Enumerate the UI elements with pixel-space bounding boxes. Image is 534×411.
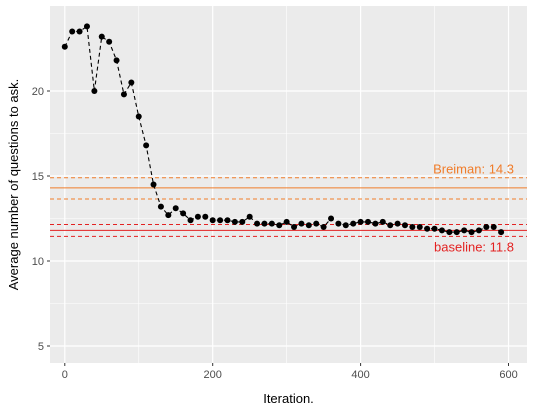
data-point (69, 28, 76, 35)
data-point (424, 225, 431, 232)
data-point (342, 222, 349, 229)
y-tick-label: 15 (32, 171, 44, 183)
data-point (120, 91, 127, 98)
data-point (401, 222, 408, 229)
data-point (254, 220, 261, 227)
data-point (298, 220, 305, 227)
y-tick-label: 10 (32, 256, 44, 268)
x-tick-label: 400 (351, 369, 369, 381)
y-tick-label: 20 (32, 86, 44, 98)
data-point (365, 218, 371, 225)
x-axis-ticks: 0 200 400 600 (62, 363, 518, 381)
reference-lines (50, 177, 527, 237)
x-tick-label: 200 (204, 369, 222, 381)
data-point (283, 218, 290, 225)
data-point (313, 220, 320, 227)
data-point (483, 224, 490, 230)
data-point (113, 57, 120, 64)
data-point (143, 142, 150, 149)
data-point (150, 181, 157, 188)
reference-labels: Breiman: 14.3 baseline: 11.8 (433, 162, 514, 255)
data-point (357, 218, 364, 225)
grid-major (50, 6, 527, 363)
ref-label-0: Breiman: 14.3 (433, 162, 514, 177)
data-point (128, 79, 135, 86)
data-point (335, 220, 342, 227)
data-point (409, 224, 416, 230)
grid-minor (50, 6, 527, 363)
data-point (387, 222, 394, 229)
data-point (187, 217, 194, 224)
y-axis-ticks: 5 10 15 20 (32, 86, 50, 353)
x-tick-label: 600 (499, 369, 517, 381)
data-point (453, 229, 460, 236)
data-point (328, 215, 335, 222)
data-point (209, 217, 216, 224)
data-point (98, 33, 105, 40)
data-point (468, 229, 475, 236)
data-point (217, 217, 224, 224)
data-point (291, 224, 298, 230)
data-point (438, 227, 445, 234)
data-point (268, 220, 275, 227)
data-point (305, 222, 312, 229)
data-point (475, 227, 482, 234)
series-line-0 (64, 25, 502, 233)
series (61, 23, 505, 236)
data-point (372, 220, 379, 227)
data-point (91, 88, 98, 94)
data-point (350, 220, 357, 227)
data-point (165, 212, 172, 219)
data-point (61, 43, 68, 50)
data-point (379, 218, 386, 225)
data-point (394, 220, 401, 227)
data-point (239, 218, 246, 225)
panel-background (50, 6, 527, 363)
data-point (320, 224, 327, 230)
data-point (135, 113, 142, 120)
data-point (76, 28, 83, 35)
data-point (231, 218, 238, 225)
data-point (446, 229, 453, 236)
data-point (157, 203, 164, 210)
data-point (180, 210, 187, 217)
y-tick-label: 5 (38, 341, 44, 353)
data-point (461, 227, 468, 234)
data-point (106, 38, 113, 45)
data-point (246, 213, 253, 220)
data-point (490, 224, 497, 230)
data-point (261, 220, 268, 227)
data-point (224, 217, 231, 224)
data-point (172, 205, 179, 212)
data-point (202, 213, 209, 220)
data-point (276, 222, 283, 229)
data-point (194, 213, 201, 220)
data-point (431, 225, 438, 232)
data-point (416, 224, 423, 230)
data-point (83, 23, 90, 30)
y-axis-title: Average number of questions to ask. (6, 79, 21, 291)
ref-label-1: baseline: 11.8 (434, 239, 514, 254)
x-tick-label: 0 (62, 369, 68, 381)
x-axis-title: Iteration. (263, 391, 314, 406)
data-point (498, 229, 505, 236)
